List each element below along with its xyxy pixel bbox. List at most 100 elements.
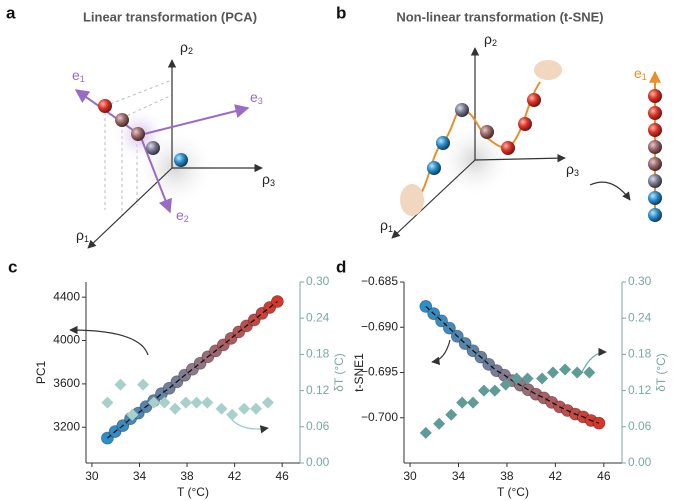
y2-tick-label: 0.18 bbox=[628, 347, 652, 361]
sphere bbox=[648, 208, 662, 222]
y-tick-label: 4400 bbox=[53, 289, 80, 303]
panel-label: a bbox=[6, 3, 16, 22]
transform-arrow bbox=[589, 181, 631, 201]
diamond-point bbox=[467, 396, 480, 409]
x-tick-label: 34 bbox=[133, 469, 147, 483]
sphere bbox=[648, 174, 662, 188]
axis-label: ρ3 bbox=[262, 171, 275, 189]
diamond-point bbox=[250, 402, 263, 415]
y2-tick-label: 0.00 bbox=[628, 455, 652, 469]
diamond-point bbox=[456, 396, 469, 409]
diamond-point bbox=[179, 396, 192, 409]
sphere bbox=[648, 140, 662, 154]
y2-axis-label: δT (°C) bbox=[332, 353, 346, 392]
y2-axis-label: δT (°C) bbox=[654, 353, 668, 392]
vector-label: e3 bbox=[250, 89, 263, 107]
y2-tick-label: 0.30 bbox=[306, 274, 330, 288]
diamond-point bbox=[169, 402, 182, 415]
sphere bbox=[455, 103, 469, 117]
diamond-point bbox=[238, 402, 251, 415]
symbol: ρ bbox=[380, 217, 388, 233]
panel-b: b Non-linear transformation (t-SNE) ρ1 ρ… bbox=[336, 3, 662, 239]
symbol: ρ bbox=[180, 39, 188, 55]
subscript: 3 bbox=[270, 178, 275, 188]
annotation-arrow bbox=[69, 325, 149, 356]
x-axis-label: T (°C) bbox=[497, 485, 529, 499]
diamond-point bbox=[147, 396, 160, 409]
y-axis-label: t-SNE1 bbox=[352, 353, 366, 392]
sphere bbox=[115, 113, 129, 127]
vectors bbox=[74, 89, 250, 214]
axes bbox=[391, 47, 566, 239]
sphere bbox=[648, 106, 662, 120]
diamond-point bbox=[571, 366, 584, 379]
diamond-point bbox=[433, 417, 446, 430]
symbol: e bbox=[250, 89, 258, 105]
y2-tick-label: 0.06 bbox=[306, 419, 330, 433]
y2-tick-label: 0.00 bbox=[306, 455, 330, 469]
sphere bbox=[518, 117, 532, 131]
axis-label: ρ2 bbox=[180, 39, 193, 57]
symbol: e bbox=[176, 207, 184, 223]
panel-title: Non-linear transformation (t-SNE) bbox=[396, 9, 603, 24]
sphere bbox=[648, 123, 662, 137]
diamond-point bbox=[499, 378, 512, 391]
sphere bbox=[427, 161, 441, 175]
diamond-point bbox=[583, 366, 596, 379]
symbol: e bbox=[634, 65, 642, 81]
x-tick-label: 42 bbox=[228, 469, 242, 483]
subscript: 3 bbox=[574, 168, 579, 178]
sphere bbox=[648, 157, 662, 171]
x-tick-label: 46 bbox=[597, 469, 611, 483]
axis-label: ρ3 bbox=[566, 161, 579, 179]
axis-label: ρ2 bbox=[484, 31, 497, 49]
sphere bbox=[648, 191, 662, 205]
diamond-point bbox=[445, 408, 458, 421]
symbol: ρ bbox=[566, 161, 574, 177]
y2-tick-label: 0.12 bbox=[306, 383, 330, 397]
y-tick-label: 4000 bbox=[53, 333, 80, 347]
y-tick-label: −0.690 bbox=[361, 319, 398, 333]
panel-a: a Linear transformation (PCA) ρ1 ρ2 ρ3 e… bbox=[6, 3, 275, 249]
diamond-point bbox=[201, 396, 214, 409]
diamond-point bbox=[226, 408, 239, 421]
diamond-point bbox=[419, 426, 432, 439]
x-tick-label: 46 bbox=[275, 469, 289, 483]
sphere bbox=[480, 125, 494, 139]
diamond-point bbox=[546, 366, 559, 379]
x-tick-label: 42 bbox=[549, 469, 563, 483]
diamond-point bbox=[521, 372, 534, 385]
vector-label: e1 bbox=[72, 67, 85, 85]
fit-line bbox=[425, 305, 600, 424]
y-tick-label: 3200 bbox=[53, 419, 80, 433]
diamond-point bbox=[261, 396, 274, 409]
sphere bbox=[146, 141, 160, 155]
subscript: 1 bbox=[388, 224, 393, 234]
diamond-point bbox=[190, 396, 203, 409]
symbol: ρ bbox=[76, 227, 84, 243]
vector-label: e1 bbox=[634, 65, 647, 83]
diamond-point bbox=[101, 396, 114, 409]
y2-tick-label: 0.06 bbox=[628, 419, 652, 433]
diamond-point bbox=[510, 372, 523, 385]
symbol: e bbox=[72, 67, 80, 83]
diamond-point bbox=[215, 402, 228, 415]
sphere bbox=[131, 127, 145, 141]
annotation-arrow bbox=[581, 347, 607, 373]
y2-tick-label: 0.24 bbox=[628, 310, 652, 324]
axis-label: ρ1 bbox=[380, 217, 393, 235]
axis-label: ρ1 bbox=[76, 227, 89, 245]
panel-label: b bbox=[336, 3, 346, 22]
sphere bbox=[174, 153, 188, 167]
sphere bbox=[501, 141, 515, 155]
symbol: ρ bbox=[262, 171, 270, 187]
y-tick-label: −0.700 bbox=[361, 410, 398, 424]
y-axis-label: PC1 bbox=[34, 361, 48, 385]
y2-tick-label: 0.24 bbox=[306, 310, 330, 324]
subscript: 3 bbox=[258, 96, 263, 106]
panel-label: d bbox=[336, 257, 346, 276]
y2-tick-label: 0.18 bbox=[306, 347, 330, 361]
hand bbox=[534, 60, 562, 80]
x-tick-label: 38 bbox=[500, 469, 514, 483]
x-axis-label: T (°C) bbox=[177, 485, 209, 499]
